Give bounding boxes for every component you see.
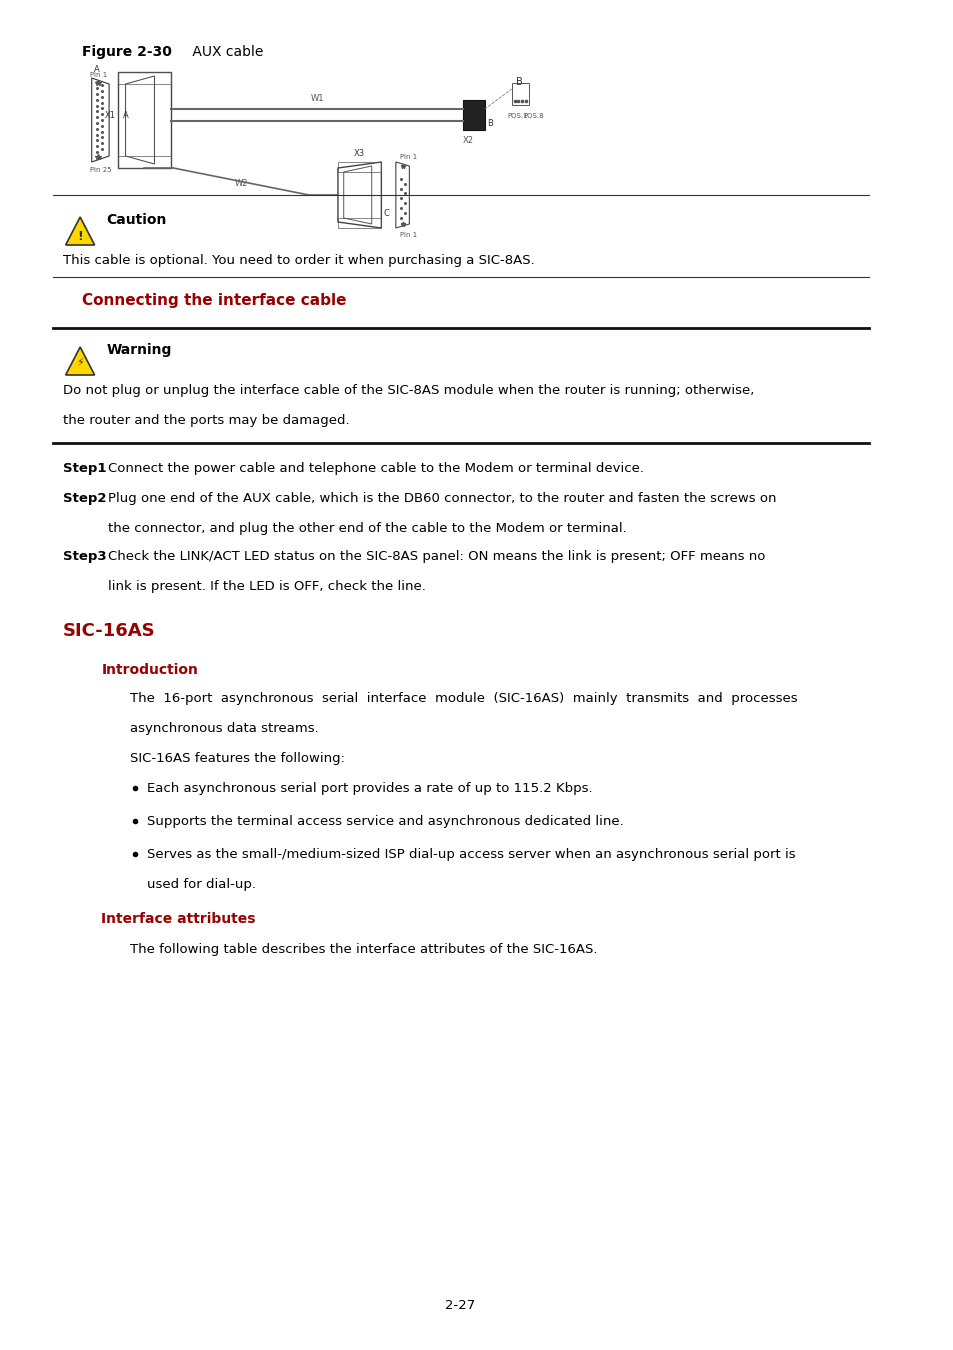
Text: POS.1: POS.1 bbox=[506, 113, 527, 119]
Text: B: B bbox=[516, 77, 522, 86]
Text: Supports the terminal access service and asynchronous dedicated line.: Supports the terminal access service and… bbox=[147, 815, 623, 828]
Bar bbox=[117, 72, 171, 167]
Text: Each asynchronous serial port provides a rate of up to 115.2 Kbps.: Each asynchronous serial port provides a… bbox=[147, 782, 592, 795]
Text: asynchronous data streams.: asynchronous data streams. bbox=[131, 722, 318, 734]
Text: the router and the ports may be damaged.: the router and the ports may be damaged. bbox=[63, 414, 349, 427]
Text: Caution: Caution bbox=[106, 213, 167, 227]
Text: Pin 1: Pin 1 bbox=[90, 72, 107, 78]
Text: Plug one end of the AUX cable, which is the DB60 connector, to the router and fa: Plug one end of the AUX cable, which is … bbox=[108, 491, 776, 505]
Bar bbox=[337, 217, 381, 228]
Bar bbox=[337, 162, 381, 171]
Text: This cable is optional. You need to order it when purchasing a SIC-8AS.: This cable is optional. You need to orde… bbox=[63, 254, 534, 267]
Text: used for dial-up.: used for dial-up. bbox=[147, 878, 255, 891]
Text: Pin 1: Pin 1 bbox=[399, 154, 416, 161]
Text: C: C bbox=[383, 208, 389, 217]
Text: W1: W1 bbox=[310, 95, 324, 103]
Text: X1: X1 bbox=[105, 111, 115, 120]
Text: The following table describes the interface attributes of the SIC-16AS.: The following table describes the interf… bbox=[131, 944, 598, 956]
Text: Serves as the small-/medium-sized ISP dial-up access server when an asynchronous: Serves as the small-/medium-sized ISP di… bbox=[147, 848, 795, 861]
Text: link is present. If the LED is OFF, check the line.: link is present. If the LED is OFF, chec… bbox=[108, 580, 426, 593]
Text: !: ! bbox=[77, 230, 83, 243]
Text: POS.8: POS.8 bbox=[523, 113, 543, 119]
Text: 2-27: 2-27 bbox=[445, 1299, 476, 1312]
Text: the connector, and plug the other end of the cable to the Modem or terminal.: the connector, and plug the other end of… bbox=[108, 522, 626, 535]
Text: B: B bbox=[487, 120, 493, 128]
Text: Check the LINK/ACT LED status on the SIC-8AS panel: ON means the link is present: Check the LINK/ACT LED status on the SIC… bbox=[108, 549, 764, 563]
Text: Step2: Step2 bbox=[63, 491, 106, 505]
Text: AUX cable: AUX cable bbox=[188, 45, 263, 59]
Text: Connect the power cable and telephone cable to the Modem or terminal device.: Connect the power cable and telephone ca… bbox=[108, 462, 643, 475]
Text: Pin 25: Pin 25 bbox=[90, 167, 112, 173]
Text: Step3: Step3 bbox=[63, 549, 107, 563]
Text: Do not plug or unplug the interface cable of the SIC-8AS module when the router : Do not plug or unplug the interface cabl… bbox=[63, 383, 753, 397]
Text: Connecting the interface cable: Connecting the interface cable bbox=[82, 293, 346, 308]
Bar bbox=[463, 100, 484, 130]
Text: A: A bbox=[93, 65, 99, 74]
Text: Pin 1: Pin 1 bbox=[399, 232, 416, 238]
Text: SIC-16AS features the following:: SIC-16AS features the following: bbox=[131, 752, 345, 765]
Polygon shape bbox=[66, 217, 94, 244]
Bar bbox=[117, 72, 171, 84]
Text: Warning: Warning bbox=[106, 343, 172, 356]
Text: A: A bbox=[123, 111, 129, 120]
Text: X3: X3 bbox=[354, 148, 364, 158]
Bar bbox=[511, 82, 529, 105]
Bar bbox=[117, 157, 171, 167]
Text: SIC-16AS: SIC-16AS bbox=[63, 622, 155, 640]
Text: W2: W2 bbox=[234, 180, 248, 188]
Text: Step1: Step1 bbox=[63, 462, 106, 475]
Text: The  16-port  asynchronous  serial  interface  module  (SIC-16AS)  mainly  trans: The 16-port asynchronous serial interfac… bbox=[131, 693, 797, 705]
Text: ⚡: ⚡ bbox=[76, 358, 84, 369]
Text: Figure 2-30: Figure 2-30 bbox=[82, 45, 172, 59]
Text: Introduction: Introduction bbox=[101, 663, 198, 676]
Text: X2: X2 bbox=[462, 136, 474, 144]
Text: Interface attributes: Interface attributes bbox=[101, 913, 255, 926]
Polygon shape bbox=[66, 347, 94, 375]
